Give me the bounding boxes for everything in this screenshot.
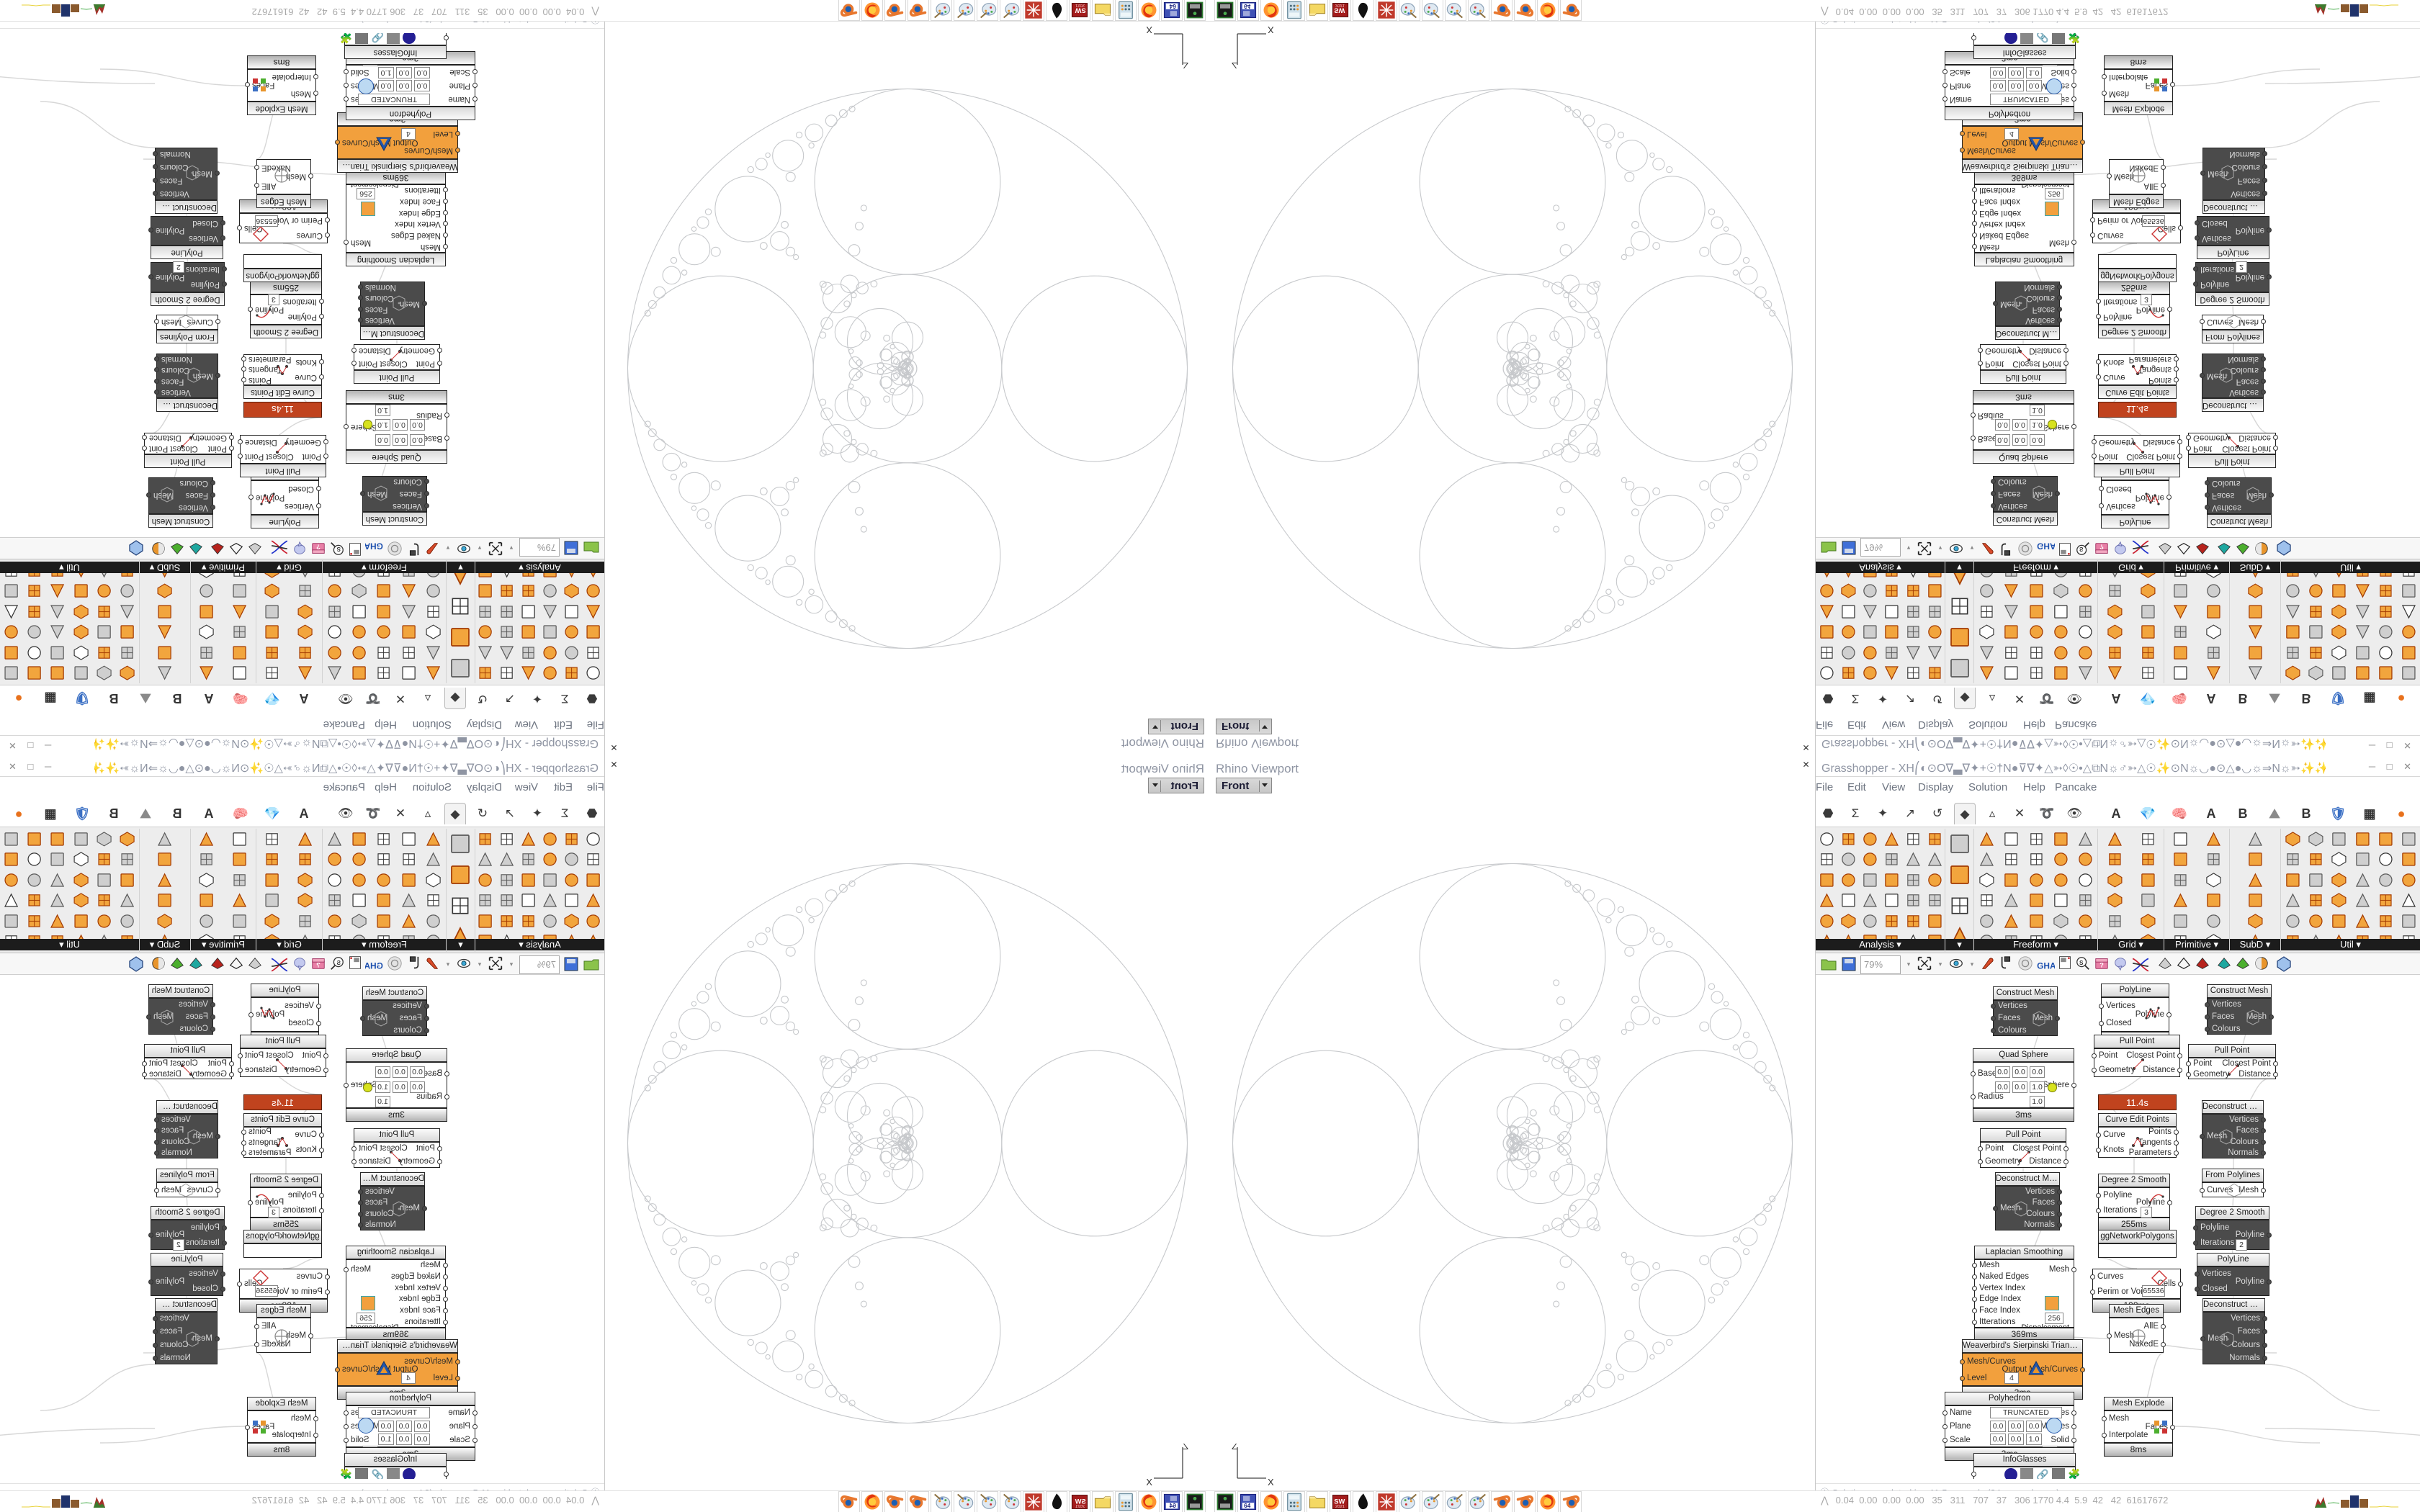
svg-text:X: X [1147,1477,1152,1487]
svg-text:S: S [336,960,341,966]
svg-text:2021: 2021 [1335,1505,1345,1509]
svg-text:Z: Z [1232,1444,1237,1452]
svg-text:64: 64 [1244,1503,1251,1509]
svg-text:?: ? [2099,544,2104,551]
svg-text:64: 64 [1169,3,1176,9]
svg-text:Z: Z [1183,60,1188,68]
svg-text:X: X [1147,25,1152,35]
svg-text:SW: SW [1075,7,1086,14]
svg-text:SW: SW [1075,1498,1086,1505]
svg-text:GHA: GHA [365,960,383,971]
svg-text:GHA: GHA [365,541,383,552]
svg-text:?: ? [316,962,321,969]
svg-text:Z: Z [1183,1444,1188,1452]
svg-text:SW: SW [1334,7,1345,14]
svg-text:64: 64 [1244,3,1251,9]
svg-text:S: S [336,546,341,552]
svg-text:GHA: GHA [2037,960,2055,971]
svg-text:X: X [1268,25,1273,35]
svg-text:S: S [2079,960,2084,966]
svg-text:SW: SW [1334,1498,1345,1505]
svg-text:S: S [2079,546,2084,552]
svg-text:2021: 2021 [1335,3,1345,7]
svg-text:?: ? [2099,962,2104,969]
svg-text:?: ? [316,544,321,551]
svg-text:GHA: GHA [2037,541,2055,552]
svg-text:2021: 2021 [1075,3,1085,7]
svg-text:Z: Z [1232,60,1237,68]
svg-text:2021: 2021 [1075,1505,1085,1509]
svg-text:X: X [1268,1477,1273,1487]
svg-text:64: 64 [1169,1503,1176,1509]
